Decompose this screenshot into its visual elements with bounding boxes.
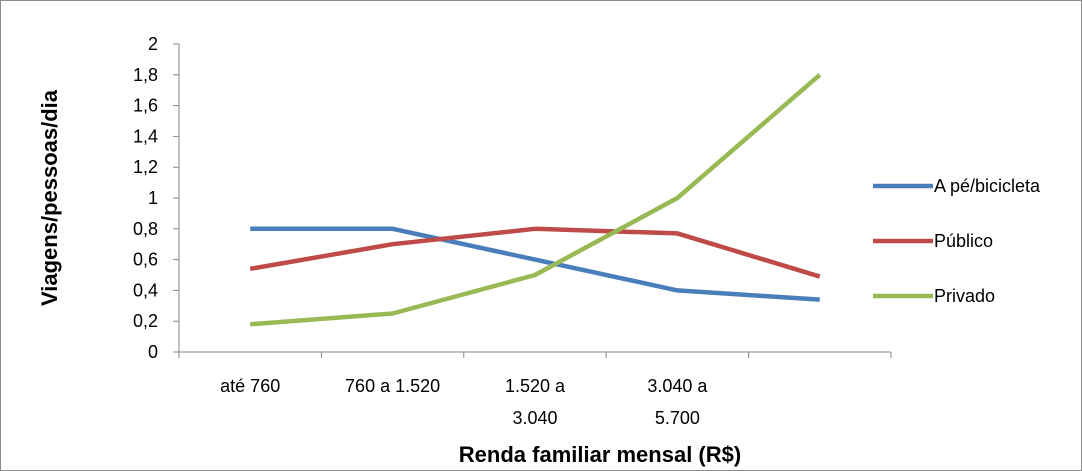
y-tick-label: 0,6 [133, 250, 158, 270]
y-tick-label: 0 [148, 342, 158, 362]
series-line-1 [250, 226, 820, 302]
y-tick-label: 1,8 [133, 65, 158, 85]
y-tick-label: 1,4 [133, 126, 158, 146]
legend: A pé/bicicleta Público Privado [873, 176, 1041, 306]
y-tick-label: 2 [148, 34, 158, 54]
x-axis-title: Renda familiar mensal (R$) [459, 442, 741, 467]
x-axis-ticks: até 760 760 a 1.520 1.520 a 3.040 3.040 a 5.7… [178, 352, 892, 428]
x-tick-label: 760 a 1.520 [345, 376, 440, 396]
series-line-3 [250, 73, 822, 327]
legend-label-2: Público [934, 231, 993, 251]
y-tick-label: 0,4 [133, 280, 158, 300]
x-tick-label: até 760 [220, 376, 280, 396]
series-layer [249, 73, 822, 327]
legend-label-1: A pé/bicicleta [934, 176, 1041, 196]
y-tick-label: 1 [148, 188, 158, 208]
y-tick-label: 0,2 [133, 311, 158, 331]
y-tick-label: 1,6 [133, 96, 158, 116]
y-axis-title: Viagens/pessoas/dia [37, 89, 62, 306]
x-tick-label: 1.520 a 3.040 [505, 376, 566, 428]
y-axis-ticks: 0 0,2 0,4 0,6 0,8 1 1,2 1,4 1,6 1,8 2 [133, 34, 179, 362]
y-tick-label: 0,8 [133, 219, 158, 239]
legend-label-3: Privado [934, 286, 995, 306]
series-line-2 [249, 226, 821, 279]
x-tick-label: 3.040 a 5.700 [647, 376, 708, 428]
y-tick-label: 1,2 [133, 157, 158, 177]
